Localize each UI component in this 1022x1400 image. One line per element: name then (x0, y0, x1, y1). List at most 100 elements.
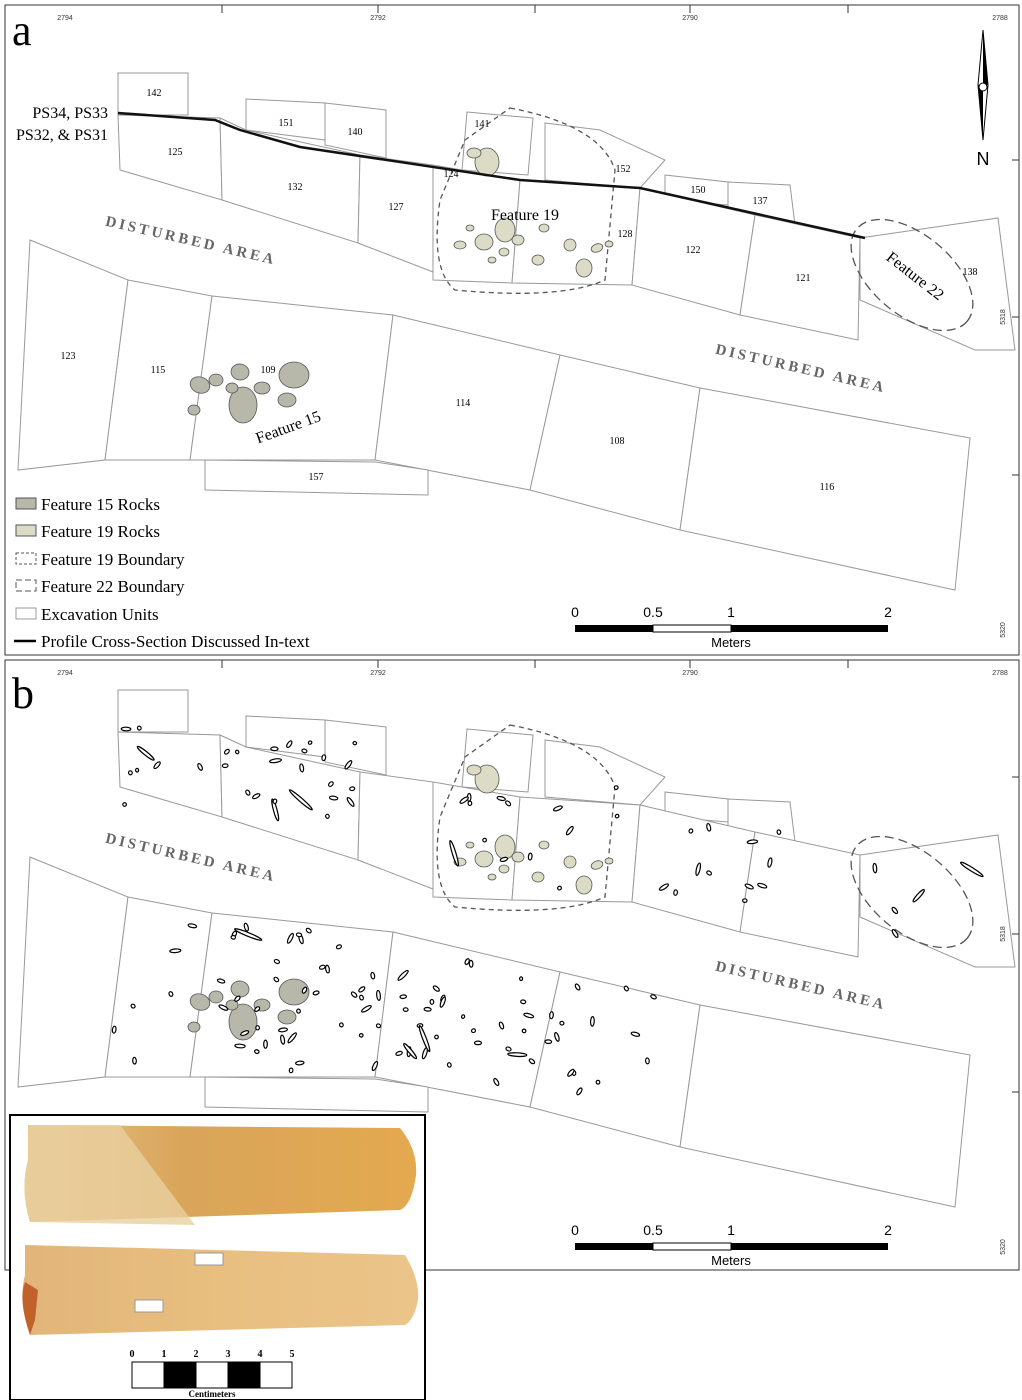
grid-label: 5318 (1000, 926, 1007, 942)
bone-fragment (447, 1062, 452, 1067)
grid-label: 2794 (57, 15, 73, 22)
bone-fragment (482, 838, 487, 843)
grid-label: 2788 (992, 670, 1008, 677)
bone-fragment (614, 786, 618, 790)
bone-fragment (296, 1009, 300, 1014)
grid-label: 2792 (370, 15, 386, 22)
excavation-unit (205, 1077, 428, 1112)
feature-19-rock (512, 235, 524, 245)
feature-19-rock (454, 241, 466, 249)
photo-scale-label: 0 (130, 1349, 135, 1360)
bone-fragment (329, 796, 338, 801)
bone-fragment (296, 932, 302, 937)
feature-19-rock (467, 148, 481, 158)
unit-label: 116 (820, 482, 835, 493)
feature-label: Feature 19 (491, 207, 559, 224)
panel-label: b (12, 669, 34, 718)
unit-label: 128 (618, 229, 633, 240)
north-arrow (979, 83, 987, 91)
grid-label: 2790 (682, 15, 698, 22)
feature-19-rock (488, 874, 496, 880)
unit-label: 132 (288, 182, 303, 193)
photo-scale-label: 2 (194, 1349, 199, 1360)
bone-fragment (559, 1021, 564, 1026)
bone-fragment (403, 1008, 408, 1012)
grid-label: 2790 (682, 670, 698, 677)
profile-label: PS34, PS33 (32, 105, 108, 122)
north-label: N (977, 149, 990, 169)
bone-fragment (475, 1041, 482, 1045)
bone-fragment (135, 768, 139, 772)
feature-15-rock (254, 382, 270, 394)
unit-label: 114 (456, 398, 471, 409)
feature-19-rock (499, 865, 509, 873)
bone-fragment (353, 741, 357, 745)
legend-swatch (16, 608, 36, 619)
bone-fragment (430, 999, 434, 1004)
photo-scale-segment (196, 1362, 228, 1388)
feature-19-rock (466, 842, 474, 848)
bone-fragment (461, 1014, 465, 1018)
photo-scale-segment (132, 1362, 164, 1388)
bone-fragment (508, 1052, 527, 1057)
feature-15-rock (278, 1010, 296, 1024)
figure: 1421251511401321271411241521281501371221… (0, 0, 1022, 1400)
bone-fragment (747, 839, 758, 844)
scale-segment (653, 1243, 731, 1250)
feature-19-rock (475, 234, 493, 250)
bone-fragment (520, 1000, 526, 1004)
bone-fragment (339, 1023, 343, 1028)
bone-fragment (256, 1026, 260, 1030)
feature-19-rock (539, 841, 549, 849)
bone-fragment (325, 814, 329, 819)
legend-swatch (16, 525, 36, 536)
feature-19-rock (576, 259, 592, 277)
feature-19-rock (564, 239, 576, 251)
photo-scale-segment (164, 1362, 196, 1388)
excavation-unit (118, 690, 188, 732)
bone-fragment (370, 972, 375, 979)
bone-fragment (235, 750, 239, 755)
bone-fragment (321, 755, 326, 761)
bone-fragment (520, 977, 523, 981)
bone-fragment (645, 1058, 649, 1064)
feature-15-rock (188, 1022, 200, 1032)
photo-scale-segment (228, 1362, 260, 1388)
bone-fragment (549, 1012, 553, 1019)
unit-label: 137 (753, 196, 768, 207)
feature-19-rock (532, 255, 544, 265)
grid-label: 5320 (1000, 1239, 1007, 1255)
unit-label: 127 (389, 202, 404, 213)
page: { "panels": [ { "label": "a", "grid_top"… (0, 0, 1022, 1400)
unit-label: 140 (348, 127, 363, 138)
unit-label: 157 (309, 472, 324, 483)
photo-scale-label: 5 (290, 1349, 295, 1360)
feature-19-rock (475, 851, 493, 867)
bone-fragment (132, 1057, 136, 1064)
panel-label: a (12, 6, 32, 55)
scale-label: 0.5 (643, 1222, 663, 1238)
bone-fragment (295, 1061, 304, 1065)
feature-19-rock (605, 241, 613, 247)
scale-label: 1 (727, 604, 735, 620)
unit-label: 125 (168, 147, 183, 158)
bone-fragment (254, 1049, 259, 1054)
legend-label: Feature 15 Rocks (41, 495, 160, 514)
feature-19-rock (466, 225, 474, 231)
bone-fragment (271, 747, 278, 751)
scale-label: 0 (571, 1222, 579, 1238)
bone-fragment (264, 1040, 268, 1048)
bone-fragment (122, 802, 126, 806)
bone-fragment (469, 960, 473, 967)
bone-fragment (590, 1017, 594, 1027)
photo-scale-segment (260, 1362, 292, 1388)
unit-label: 109 (261, 365, 276, 376)
unit-label: 142 (147, 88, 162, 99)
legend-label: Feature 19 Boundary (41, 550, 185, 569)
unit-label: 138 (963, 267, 978, 278)
bone-fragment (522, 1029, 526, 1033)
scale-segment (653, 625, 731, 632)
legend-label: Feature 22 Boundary (41, 577, 185, 596)
feature-15-rock (278, 393, 296, 407)
bone-fragment (222, 764, 228, 768)
